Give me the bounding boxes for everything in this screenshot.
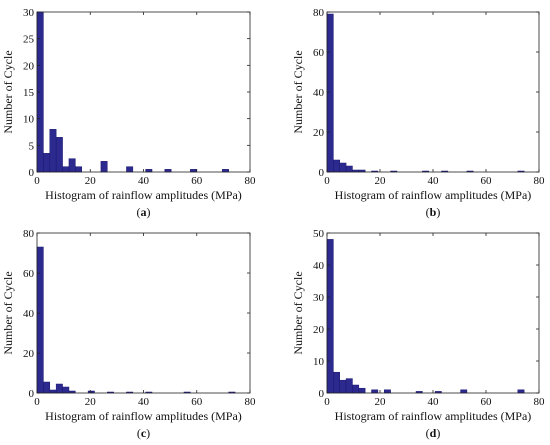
y-tick-label: 20 — [23, 60, 35, 72]
x-tick-label: 60 — [481, 396, 493, 408]
histogram-bar — [371, 389, 379, 394]
x-tick-label: 0 — [324, 175, 330, 187]
histogram-bar — [43, 381, 51, 394]
y-tick-label: 30 — [313, 292, 325, 304]
y-tick-label: 40 — [313, 87, 325, 99]
axes-frame — [326, 232, 540, 394]
y-tick-label: 30 — [23, 7, 35, 19]
histogram-bar — [339, 162, 347, 173]
x-tick-label: 80 — [245, 396, 257, 408]
histogram-bar — [190, 169, 198, 173]
x-tick-label: 60 — [481, 175, 493, 187]
chart-panel-d: 0 20 40 60 80 0 10 20 30 40 50 Histogram of rainflo… — [291, 228, 545, 440]
histogram-bar — [126, 166, 134, 173]
x-tick-label: 40 — [138, 175, 150, 187]
x-tick-label: 60 — [191, 175, 203, 187]
x-axis-label: Histogram of rainflow amplitudes (MPa) — [45, 188, 242, 202]
histogram-bar — [460, 389, 468, 394]
y-tick-label: 10 — [313, 356, 325, 368]
panel-label: (b) — [426, 205, 441, 219]
y-axis-label: Number of Cycle — [291, 50, 305, 133]
x-tick-label: 60 — [191, 396, 203, 408]
y-tick-label: 15 — [23, 87, 35, 99]
x-axis-label: Histogram of rainflow amplitudes (MPa) — [335, 188, 532, 202]
histogram-bar — [326, 239, 334, 394]
panel-label: (a) — [137, 205, 151, 219]
y-tick-label: 20 — [313, 127, 325, 139]
axes-frame — [36, 232, 251, 394]
histogram-bar — [358, 387, 366, 394]
axes-frame — [326, 11, 540, 173]
histogram-bar — [62, 166, 70, 173]
x-tick-label: 0 — [34, 396, 40, 408]
histogram-bar — [43, 153, 51, 173]
x-tick-label: 40 — [428, 175, 440, 187]
histogram-bar — [75, 166, 82, 173]
panel-label: (c) — [137, 426, 150, 440]
y-tick-label: 50 — [313, 228, 325, 240]
histogram-bar — [145, 169, 153, 173]
x-tick-label: 20 — [85, 396, 97, 408]
x-axis-label: Histogram of rainflow amplitudes (MPa) — [45, 409, 242, 423]
y-tick-label: 25 — [23, 34, 35, 46]
y-tick-label: 40 — [23, 308, 35, 320]
y-tick-label: 20 — [313, 324, 325, 336]
y-axis-label: Number of Cycle — [291, 271, 305, 354]
y-tick-label: 5 — [29, 140, 35, 152]
y-tick-label: 20 — [23, 348, 35, 360]
x-tick-label: 80 — [245, 175, 257, 187]
histogram-bar — [333, 159, 340, 173]
y-tick-label: 0 — [29, 167, 35, 179]
histogram-bar — [36, 246, 44, 394]
histogram-bar — [333, 371, 340, 394]
y-axis-label: Number of Cycle — [1, 50, 15, 133]
histogram-bar — [62, 386, 70, 394]
histogram-bar — [345, 378, 353, 394]
y-axis-label: Number of Cycle — [1, 271, 15, 354]
x-tick-label: 80 — [534, 175, 546, 187]
histogram-bar — [339, 379, 347, 394]
y-tick-label: 0 — [29, 388, 35, 400]
histogram-bar — [345, 165, 353, 173]
histogram-bar — [222, 169, 229, 173]
histogram-bar — [517, 389, 525, 394]
axes-frame — [36, 11, 251, 173]
histogram-bar — [383, 389, 391, 394]
x-tick-label: 20 — [85, 175, 97, 187]
histogram-bar — [164, 169, 172, 173]
y-tick-label: 0 — [319, 388, 325, 400]
y-tick-label: 10 — [23, 114, 35, 126]
panel-label: (d) — [426, 426, 441, 440]
histogram-bar — [326, 13, 334, 173]
x-tick-label: 0 — [324, 396, 330, 408]
chart-panel-a: 0 20 40 60 80 0 5 10 15 20 25 30 Histogram of rainfl… — [1, 7, 256, 219]
y-tick-label: 40 — [313, 260, 325, 272]
histogram-bar — [352, 384, 360, 394]
y-tick-label: 80 — [23, 228, 35, 240]
x-tick-label: 20 — [375, 396, 387, 408]
x-tick-label: 80 — [534, 396, 546, 408]
y-tick-label: 80 — [313, 7, 325, 19]
y-tick-label: 60 — [313, 47, 325, 59]
histogram-bar — [68, 158, 76, 173]
x-axis-label: Histogram of rainflow amplitudes (MPa) — [335, 409, 532, 423]
y-tick-label: 0 — [319, 167, 325, 179]
histogram-bar — [49, 129, 57, 173]
histogram-bar — [100, 161, 108, 173]
x-tick-label: 20 — [375, 175, 387, 187]
x-tick-label: 0 — [34, 175, 40, 187]
x-tick-label: 40 — [138, 396, 150, 408]
histogram-bar — [55, 383, 63, 394]
histogram-bar — [49, 389, 57, 394]
histogram-bar — [55, 137, 63, 173]
y-tick-label: 60 — [23, 268, 35, 280]
x-tick-label: 40 — [428, 396, 440, 408]
